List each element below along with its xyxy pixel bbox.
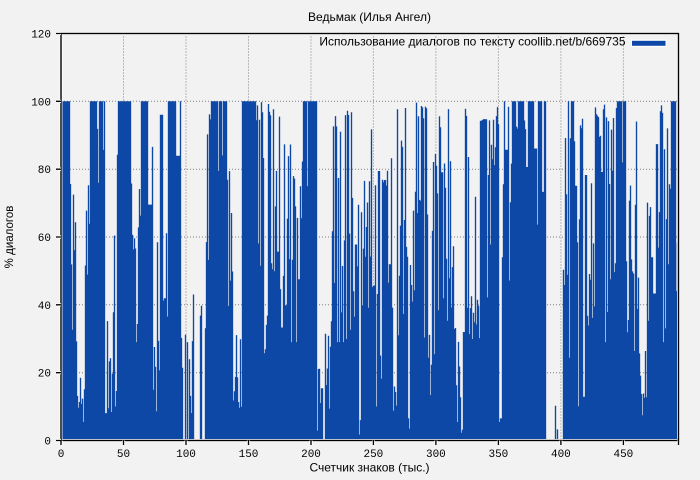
svg-text:Ведьмак (Илья Ангел): Ведьмак (Илья Ангел) — [308, 10, 431, 24]
svg-text:0: 0 — [58, 449, 65, 461]
svg-text:Счетчик знаков (тыс.): Счетчик знаков (тыс.) — [309, 461, 429, 475]
svg-text:200: 200 — [301, 449, 321, 461]
svg-text:40: 40 — [38, 301, 51, 313]
svg-text:120: 120 — [31, 30, 51, 42]
svg-text:60: 60 — [38, 233, 51, 245]
svg-text:150: 150 — [239, 449, 259, 461]
svg-text:400: 400 — [551, 449, 571, 461]
svg-text:350: 350 — [488, 449, 508, 461]
svg-text:100: 100 — [176, 449, 196, 461]
svg-text:50: 50 — [117, 449, 130, 461]
svg-text:300: 300 — [426, 449, 446, 461]
svg-text:0: 0 — [44, 437, 51, 449]
svg-text:% диалогов: % диалогов — [4, 206, 16, 269]
svg-text:Использование диалогов по текс: Использование диалогов по тексту coollib… — [319, 35, 625, 49]
svg-text:20: 20 — [38, 369, 51, 381]
svg-text:250: 250 — [363, 449, 383, 461]
svg-text:450: 450 — [613, 449, 633, 461]
svg-text:100: 100 — [31, 97, 51, 109]
svg-text:80: 80 — [38, 165, 51, 177]
